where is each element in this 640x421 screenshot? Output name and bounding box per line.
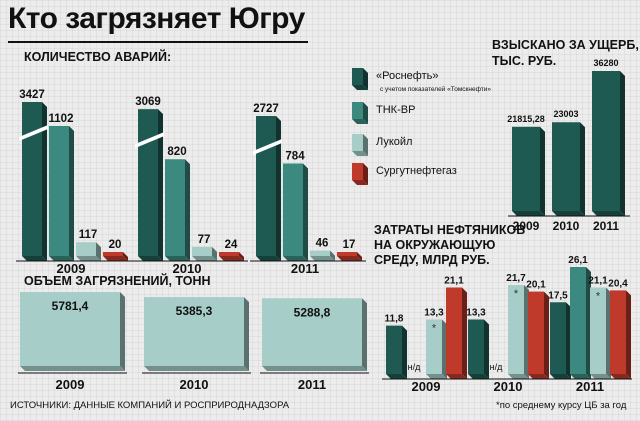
accident-bar-2010-1: [165, 159, 190, 261]
spending-title-line-3: СРЕДУ, МЛРД РУБ.: [374, 253, 490, 267]
legend-label-lukoil: Лукойл: [376, 136, 412, 148]
spending-bar-2011-2: [590, 287, 611, 379]
spending-label-2009-2: 13,3: [424, 307, 444, 318]
accident-label-2009-1: 1102: [49, 113, 74, 125]
spending-asterisk-2010: *: [514, 288, 519, 300]
volume-bar-2010: [144, 297, 249, 371]
spending-label-2010-0: 13,3: [466, 307, 486, 318]
accidents-title: КОЛИЧЕСТВО АВАРИЙ:: [24, 50, 172, 64]
volume-year-2010: 2010: [180, 377, 209, 392]
spending-bar-2009-3: [446, 287, 467, 379]
spending-bar-2010-3: [528, 291, 549, 379]
spending-year-2009: 2009: [412, 379, 441, 394]
volume-year-2011: 2011: [298, 377, 326, 392]
legend-swatch-surgut: [352, 163, 368, 185]
accident-label-2011-3: 17: [343, 239, 356, 251]
accident-bar-2009-3: [103, 252, 128, 261]
accident-bar-2010-0: [138, 109, 163, 261]
legend-label-tnk: ТНК-ВР: [376, 104, 415, 116]
accident-year-2010: 2010: [173, 261, 202, 276]
damages-title-line-2: ТЫС. РУБ.: [492, 54, 557, 68]
legend-swatch-lukoil: [352, 134, 368, 156]
legend-note-rosneft: с учетом показателей «Томскнефти»: [380, 85, 491, 93]
title-underline: [8, 41, 308, 43]
legend-swatch-rosneft: [352, 68, 368, 90]
axis-break-2009: [19, 125, 48, 141]
accident-bar-2010-2: [192, 246, 217, 261]
spending-title-line-2: НА ОКРУЖАЮЩУЮ: [374, 238, 496, 252]
accident-bar-2009-2: [76, 242, 101, 261]
damages-label-2010: 23003: [553, 109, 578, 119]
legend-label-surgut: Сургутнефтегаз: [376, 165, 457, 177]
damages-label-2011: 36280: [593, 58, 618, 68]
spending-label-2011-0: 17,5: [548, 290, 568, 301]
volume-bar-2011: [262, 298, 367, 371]
accident-bar-2010-3: [219, 252, 244, 261]
spending-label-2010-3: 20,1: [526, 280, 546, 291]
spending-bar-2011-0: [550, 302, 571, 379]
accident-year-2011: 2011: [291, 261, 319, 276]
accident-label-2011-2: 46: [316, 238, 329, 250]
accident-label-2011-0: 2727: [253, 103, 279, 115]
damages-label-2009: 21815,28: [507, 114, 545, 124]
spending-nd-2009-1: н/д: [408, 362, 421, 372]
accident-label-2010-3: 24: [225, 239, 238, 251]
spending-bar-2009-2: [426, 319, 447, 379]
spending-asterisk-2009: *: [432, 322, 437, 334]
spending-bar-2011-3: [610, 290, 631, 379]
accident-label-2010-0: 3069: [135, 96, 161, 108]
accident-bar-2011-1: [283, 163, 308, 261]
spending-bar-2011-1: [570, 266, 591, 379]
accident-bar-2011-0: [256, 116, 281, 261]
legend-swatch-tnk: [352, 102, 368, 124]
damages-bar-2010: [552, 122, 585, 216]
accident-bar-2009-1: [49, 125, 74, 262]
spending-label-2009-3: 21,1: [444, 275, 464, 286]
spending-label-2011-3: 20,4: [608, 278, 628, 289]
footnote: *по среднему курсу ЦБ за год: [496, 400, 627, 411]
accident-label-2009-3: 20: [109, 239, 122, 251]
accident-label-2010-1: 820: [167, 146, 186, 158]
damages-bar-2011: [592, 71, 625, 216]
damages-year-2010: 2010: [553, 219, 580, 233]
spending-label-2011-2: 21,1: [588, 275, 608, 286]
spending-year-2010: 2010: [494, 379, 523, 394]
axis-break-2011: [253, 139, 282, 155]
legend-label-rosneft: «Роснефть»: [376, 70, 438, 82]
spending-bar-2009-0: [386, 325, 407, 379]
accident-bar-2009-0: [22, 102, 47, 261]
spending-bar-2010-2: [508, 285, 529, 379]
spending-nd-2010-1: н/д: [490, 362, 503, 372]
accident-label-2011-1: 784: [285, 150, 305, 162]
volume-bar-2009: [20, 292, 125, 371]
page-title: Кто загрязняет Югру: [8, 2, 305, 35]
accident-label-2009-0: 3427: [19, 89, 45, 101]
damages-year-2009: 2009: [513, 219, 540, 233]
damages-title-line-1: ВЗЫСКАНО ЗА УЩЕРБ,: [492, 38, 639, 52]
axis-break-2010: [135, 132, 164, 149]
accident-label-2010-2: 77: [198, 234, 211, 246]
spending-label-2011-1: 26,1: [568, 255, 588, 266]
accident-year-2009: 2009: [57, 261, 86, 276]
volume-year-2009: 2009: [56, 377, 85, 392]
spending-asterisk-2011: *: [596, 290, 601, 302]
volume-label-2010: 5385,3: [176, 304, 213, 318]
spending-year-2011: 2011: [576, 379, 604, 394]
damages-bar-2009: [512, 126, 545, 216]
spending-bar-2010-0: [468, 319, 489, 379]
source-note: ИСТОЧНИКИ: ДАННЫЕ КОМПАНИЙ И РОСПРИРОДНА…: [10, 400, 290, 411]
accident-bar-2011-2: [310, 250, 335, 261]
volume-title: ОБЪЕМ ЗАГРЯЗНЕНИЙ, ТОНН: [24, 274, 211, 288]
damages-year-2011: 2011: [593, 219, 619, 233]
volume-label-2011: 5288,8: [294, 305, 331, 319]
spending-title-line-1: ЗАТРАТЫ НЕФТЯНИКОВ: [374, 223, 526, 237]
spending-label-2010-2: 21,7: [506, 273, 526, 284]
accident-bar-2011-3: [337, 252, 362, 261]
spending-label-2009-0: 11,8: [385, 314, 404, 325]
volume-label-2009: 5781,4: [52, 299, 89, 313]
accident-label-2009-2: 117: [79, 229, 98, 241]
